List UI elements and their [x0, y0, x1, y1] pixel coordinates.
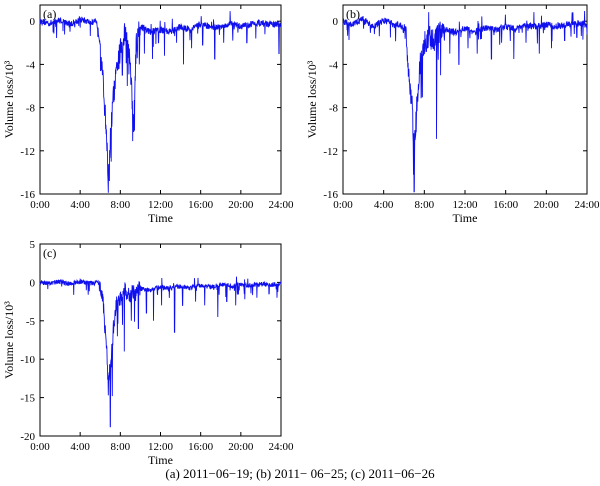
figure-caption: (a) 2011−06−19; (b) 2011− 06−25; (c) 201…	[165, 466, 435, 481]
y-tick-label: -5	[26, 316, 36, 328]
x-tick-label: 0:00	[30, 441, 50, 453]
panel-label: (c)	[43, 246, 56, 260]
y-tick-label: 5	[30, 239, 36, 251]
x-tick-label: 24:00	[268, 441, 294, 453]
x-tick-label: 8:00	[111, 199, 131, 211]
panel-label: (b)	[346, 7, 360, 21]
x-tick-label: 4:00	[374, 199, 394, 211]
y-tick-label: -8	[329, 103, 339, 115]
plot-frame	[39, 4, 282, 195]
y-tick-label: -20	[20, 431, 35, 443]
x-axis-label: Time	[148, 211, 173, 225]
x-axis-label: Time	[453, 211, 478, 225]
y-axis-label: Volume loss/10³	[2, 60, 16, 138]
y-tick-label: -12	[323, 146, 338, 158]
panel-label: (a)	[43, 7, 56, 21]
x-tick-label: 24:00	[268, 199, 294, 211]
x-tick-label: 0:00	[333, 199, 353, 211]
x-tick-label: 12:00	[148, 199, 174, 211]
x-tick-label: 20:00	[534, 199, 560, 211]
y-axis-label: Volume loss/10³	[305, 60, 319, 138]
x-tick-label: 12:00	[452, 199, 478, 211]
x-tick-label: 16:00	[188, 199, 214, 211]
volume-loss-series	[39, 276, 282, 428]
y-tick-label: -15	[20, 393, 35, 405]
volume-loss-series	[39, 11, 282, 193]
x-tick-label: 4:00	[70, 441, 90, 453]
x-tick-label: 0:00	[30, 199, 50, 211]
y-tick-label: -4	[329, 59, 339, 71]
plot-frame	[39, 243, 282, 437]
x-tick-label: 16:00	[188, 441, 214, 453]
y-axis-label: Volume loss/10³	[2, 301, 16, 379]
volume-loss-series	[342, 10, 588, 193]
x-tick-label: 16:00	[493, 199, 519, 211]
x-tick-label: 24:00	[574, 199, 600, 211]
chart-panel-a: 0:00 4:00 8:00 12:00 16:00 20:00 24:00 0 -4 -8 -12…	[2, 4, 294, 225]
y-tick-label: -16	[323, 189, 338, 201]
x-tick-label: 8:00	[415, 199, 435, 211]
chart-panel-b: 0:00 4:00 8:00 12:00 16:00 20:00 24:00 0 -4 -8 -12…	[305, 4, 600, 225]
chart-panel-c: 0:00 4:00 8:00 12:00 16:00 20:00 24:00 5 0 -5 -10 -…	[2, 239, 294, 467]
x-axis-label: Time	[148, 453, 173, 467]
y-tick-label: -16	[20, 189, 35, 201]
y-tick-label: -8	[26, 103, 36, 115]
y-tick-label: -10	[20, 354, 35, 366]
x-tick-label: 20:00	[228, 441, 254, 453]
y-tick-label: -4	[26, 59, 36, 71]
x-tick-label: 8:00	[111, 441, 131, 453]
y-tick-label: -12	[20, 146, 35, 158]
x-tick-label: 4:00	[70, 199, 90, 211]
y-tick-label: 0	[30, 16, 36, 28]
y-tick-label: 0	[333, 16, 339, 28]
y-tick-label: 0	[30, 277, 36, 289]
x-tick-label: 20:00	[228, 199, 254, 211]
x-tick-label: 12:00	[148, 441, 174, 453]
